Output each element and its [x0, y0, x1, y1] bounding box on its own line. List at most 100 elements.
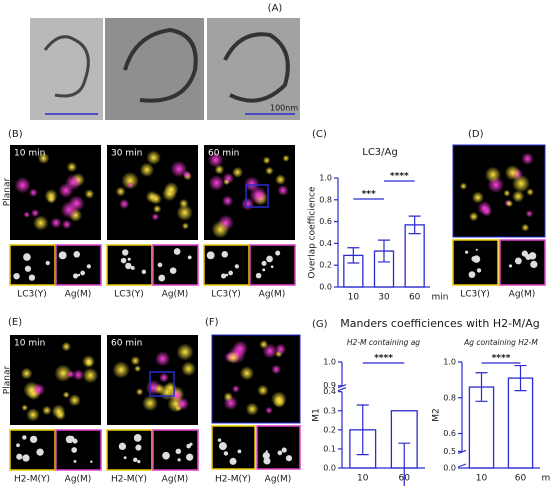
signal	[30, 208, 40, 218]
signal	[173, 248, 181, 255]
signal	[465, 250, 469, 254]
panel-label: (C)	[312, 129, 327, 140]
signal	[162, 451, 170, 460]
row-label: Planar	[3, 178, 13, 207]
signal	[135, 444, 142, 451]
signal	[245, 402, 259, 416]
signal	[221, 195, 234, 207]
signal	[514, 257, 522, 265]
signal	[282, 154, 290, 162]
signal	[112, 361, 130, 379]
signal	[521, 223, 530, 232]
panel-label: (E)	[8, 317, 22, 328]
y-axis-label: M2	[432, 408, 442, 422]
signal	[127, 181, 134, 189]
signal	[181, 361, 196, 377]
signal	[29, 435, 38, 444]
panel-label: (F)	[205, 317, 219, 328]
signal	[221, 251, 228, 258]
signal	[122, 249, 129, 256]
error-bar	[475, 372, 488, 402]
signal	[265, 406, 273, 415]
signal	[159, 372, 169, 383]
signal	[259, 339, 269, 349]
channel-label: Ag(M)	[509, 290, 536, 300]
signal	[521, 152, 534, 165]
signal	[176, 397, 190, 411]
signal	[62, 391, 70, 399]
signal	[176, 204, 193, 221]
signal	[85, 358, 94, 367]
signal	[175, 448, 182, 455]
signal	[177, 458, 181, 462]
em-images	[30, 18, 300, 120]
time-label: 30 min	[111, 149, 142, 159]
signal	[249, 186, 268, 204]
signal	[508, 264, 513, 268]
channel-label: Ag(M)	[259, 290, 286, 300]
signal	[80, 270, 85, 276]
y-tick-label: 0.6	[443, 429, 456, 438]
signal	[20, 367, 33, 380]
signal	[476, 268, 482, 273]
time-label: 60 min	[111, 339, 142, 349]
y-tick-label: 0.5	[443, 447, 456, 456]
roi	[245, 184, 269, 208]
signal	[66, 370, 75, 379]
y-tick-label: 1.0	[319, 174, 332, 183]
y-tick-label: 0.2	[319, 261, 332, 270]
signal	[530, 260, 538, 269]
scale-label: 100nm	[270, 104, 298, 113]
signal	[77, 273, 81, 277]
signal	[181, 222, 189, 230]
signal	[120, 257, 127, 264]
significance-label: ***	[362, 190, 376, 200]
signal	[86, 264, 91, 269]
y-tick-label: 0.8	[443, 393, 456, 402]
roi	[149, 371, 175, 397]
x-tick-label: 10	[476, 474, 488, 484]
x-tick-label: 10	[357, 474, 369, 484]
chart-subtitle: H2-M containing ag	[347, 338, 420, 347]
signal	[275, 343, 287, 355]
signal	[277, 184, 289, 196]
signal	[265, 166, 274, 175]
signal	[119, 198, 130, 210]
signal	[28, 274, 36, 281]
signal	[137, 459, 141, 464]
y-tick-label: 0.0	[443, 464, 456, 473]
channel-label: Ag(M)	[162, 475, 189, 485]
y-tick-label: 0.4	[323, 387, 336, 396]
error-bar	[378, 239, 390, 263]
channel-label: LC3(Y)	[460, 290, 490, 300]
signal	[127, 257, 131, 261]
thumbnail	[499, 239, 546, 286]
signal	[169, 267, 177, 274]
signal	[471, 191, 484, 204]
signal	[262, 156, 271, 165]
signal	[475, 248, 478, 251]
signal	[275, 250, 281, 256]
signal	[50, 217, 62, 229]
thumbnail	[106, 429, 153, 471]
signal	[262, 452, 270, 460]
x-axis-label: min	[432, 293, 449, 303]
signal	[21, 404, 29, 411]
signal	[237, 449, 242, 454]
signal	[133, 457, 138, 463]
signal	[158, 274, 166, 282]
channel-label: H2-M(Y)	[14, 475, 50, 485]
panel-label: (D)	[468, 129, 484, 140]
signal	[36, 448, 44, 456]
thumbnail	[256, 425, 301, 470]
signal	[22, 435, 27, 440]
channel-label: Ag(M)	[162, 290, 189, 300]
significance-label: ****	[374, 354, 393, 364]
axis-break	[457, 449, 467, 468]
time-label: 10 min	[14, 339, 45, 349]
signal	[61, 219, 72, 230]
signal	[187, 255, 192, 260]
significance-label: ****	[390, 172, 409, 182]
signal	[525, 209, 534, 218]
